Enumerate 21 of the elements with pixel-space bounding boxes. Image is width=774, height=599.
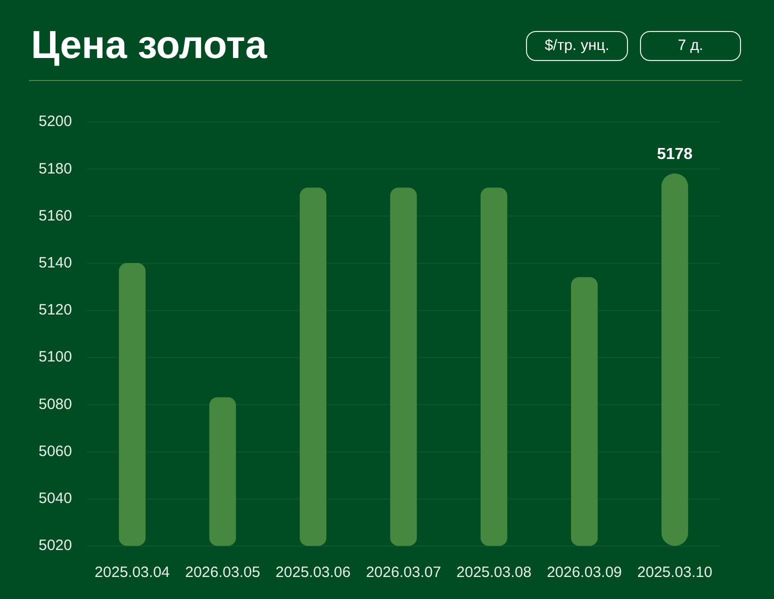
- y-tick-label: 5180: [38, 160, 72, 178]
- x-tick-label: 2025.03.04: [94, 564, 170, 582]
- x-tick-label: 2025.03.06: [276, 564, 351, 582]
- y-tick-label: 5160: [38, 207, 72, 224]
- y-tick-label: 5100: [38, 348, 72, 366]
- x-tick-label: 2026.03.07: [366, 564, 442, 582]
- y-tick-label: 5080: [38, 396, 72, 413]
- y-tick-label: 5140: [38, 254, 72, 272]
- unit-button[interactable]: $/тр. унц.: [526, 31, 628, 61]
- y-tick-label: 5200: [38, 113, 72, 130]
- y-tick-label: 5060: [38, 442, 72, 460]
- x-tick-label: 2026.03.05: [185, 564, 260, 582]
- y-tick-label: 5020: [38, 537, 72, 554]
- chart-title: Цена золота: [31, 24, 267, 67]
- period-button[interactable]: 7 д.: [640, 31, 741, 61]
- y-tick-label: 5040: [38, 490, 72, 508]
- x-tick-label: 2026.03.09: [546, 564, 622, 582]
- x-tick-label: 2025.03.08: [456, 564, 532, 582]
- y-tick-label: 5120: [38, 302, 72, 319]
- data-label: 5178: [656, 146, 693, 164]
- x-tick-label: 2025.03.10: [637, 564, 712, 582]
